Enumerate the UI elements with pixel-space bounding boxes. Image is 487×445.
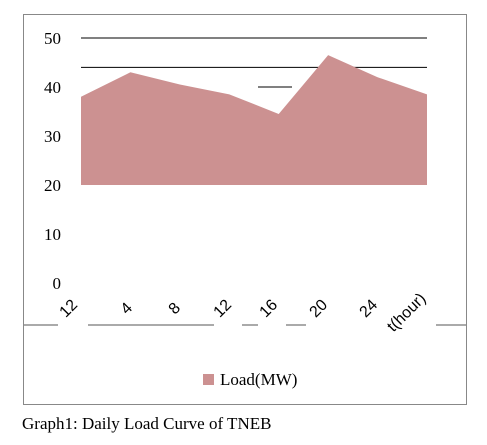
legend-swatch: [203, 374, 214, 385]
legend-label: Load(MW): [220, 370, 297, 389]
y-tick-label: 30: [44, 127, 61, 146]
y-tick-label: 50: [44, 29, 61, 48]
area-load-mw: [81, 55, 427, 186]
y-tick-label: 10: [44, 225, 61, 244]
figure-caption: Graph1: Daily Load Curve of TNEB: [22, 414, 272, 433]
chart-frame: [23, 14, 467, 405]
y-tick-label: 0: [53, 274, 62, 293]
area-series: [81, 55, 427, 186]
y-tick-label: 20: [44, 176, 61, 195]
legend: Load(MW): [203, 370, 297, 389]
gridlines: [81, 37, 427, 68]
y-tick-label: 40: [44, 78, 61, 97]
y-axis-ticks: 0 10 20 30 40 50: [44, 29, 61, 293]
